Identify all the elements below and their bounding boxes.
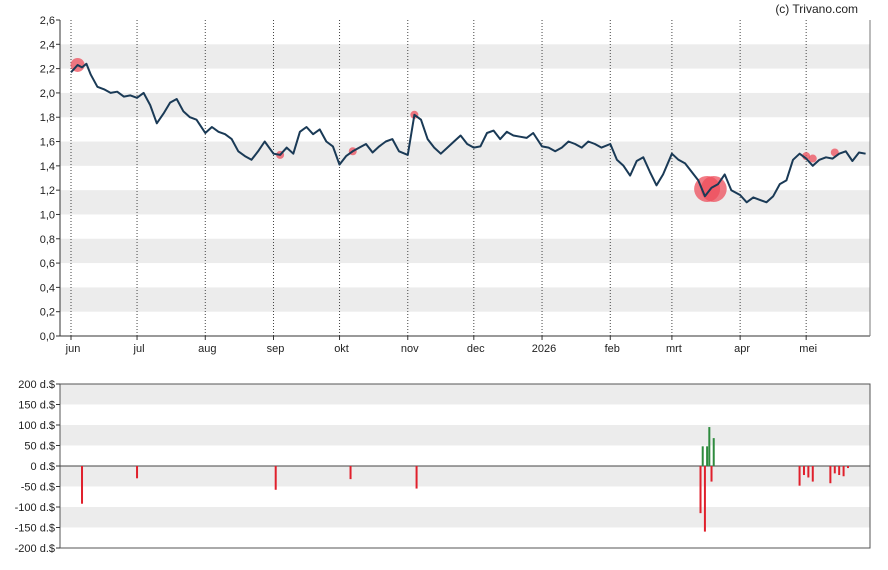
x-tick-label: feb bbox=[605, 343, 620, 355]
y-tick-label: 1,4 bbox=[40, 161, 55, 173]
flow-bar bbox=[833, 466, 836, 474]
y-tick-label: 2,2 bbox=[40, 64, 55, 76]
flow-y-tick-label: -200 d.$ bbox=[15, 543, 55, 555]
x-tick-label: okt bbox=[334, 343, 349, 355]
flow-bar bbox=[349, 466, 352, 480]
flow-bar bbox=[136, 466, 139, 479]
x-tick-label: jul bbox=[133, 343, 145, 355]
flow-grid-band bbox=[60, 466, 870, 487]
flow-bar bbox=[842, 466, 845, 477]
flow-bar bbox=[415, 466, 418, 489]
x-tick-label: mei bbox=[799, 343, 817, 355]
flow-y-tick-label: 150 d.$ bbox=[18, 400, 55, 412]
flow-bar bbox=[712, 438, 715, 466]
price-grid-band bbox=[60, 141, 870, 166]
x-tick-label: aug bbox=[198, 343, 216, 355]
x-tick-label: sep bbox=[267, 343, 285, 355]
flow-grid-band bbox=[60, 425, 870, 446]
price-grid-band bbox=[60, 44, 870, 69]
flow-bar bbox=[703, 466, 706, 532]
y-tick-label: 1,8 bbox=[40, 112, 55, 124]
x-tick-label: dec bbox=[467, 343, 485, 355]
flow-y-tick-label: 50 d.$ bbox=[24, 441, 55, 453]
y-tick-label: 2,4 bbox=[40, 39, 55, 51]
price-grid-band bbox=[60, 190, 870, 215]
flow-y-tick-label: 200 d.$ bbox=[18, 379, 55, 391]
y-tick-label: 1,6 bbox=[40, 137, 55, 149]
y-tick-label: 0,0 bbox=[40, 331, 55, 343]
flow-bar bbox=[798, 466, 801, 486]
x-tick-label: apr bbox=[734, 343, 750, 355]
flow-bar bbox=[708, 427, 711, 466]
flow-y-tick-label: -100 d.$ bbox=[15, 502, 55, 514]
flow-bar bbox=[81, 466, 84, 504]
price-grid-band bbox=[60, 238, 870, 264]
flow-bar bbox=[706, 446, 709, 466]
price-grid-band bbox=[60, 92, 870, 118]
flow-bar bbox=[699, 466, 702, 514]
y-tick-label: 0,2 bbox=[40, 307, 55, 319]
signal-marker bbox=[808, 154, 817, 163]
flow-bar bbox=[802, 466, 805, 476]
flow-bar bbox=[710, 466, 713, 482]
y-tick-label: 2,6 bbox=[40, 15, 55, 27]
flow-y-tick-label: -50 d.$ bbox=[21, 482, 55, 494]
flow-y-tick-label: -150 d.$ bbox=[15, 523, 55, 535]
flow-y-tick-label: 100 d.$ bbox=[18, 420, 55, 432]
flow-grid-band bbox=[60, 384, 870, 405]
flow-y-tick-label: 0 d.$ bbox=[31, 461, 55, 473]
x-tick-label: 2026 bbox=[532, 343, 556, 355]
y-tick-label: 0,6 bbox=[40, 258, 55, 270]
signal-marker bbox=[700, 175, 727, 202]
x-tick-label: mrt bbox=[666, 343, 682, 355]
flow-bar bbox=[807, 466, 810, 478]
flow-bar bbox=[829, 466, 832, 484]
flow-bar bbox=[701, 446, 704, 466]
x-tick-label: jun bbox=[65, 343, 81, 355]
y-tick-label: 0,4 bbox=[40, 282, 55, 294]
x-tick-label: nov bbox=[401, 343, 419, 355]
y-tick-label: 2,0 bbox=[40, 88, 55, 100]
flow-grid-band bbox=[60, 507, 870, 528]
copyright-text: (c) Trivano.com bbox=[775, 2, 858, 16]
y-tick-label: 0,8 bbox=[40, 234, 55, 246]
flow-bar bbox=[274, 466, 277, 490]
flow-bar bbox=[846, 466, 849, 469]
price-line bbox=[70, 62, 866, 204]
flow-bar bbox=[811, 466, 814, 482]
y-tick-label: 1,0 bbox=[40, 209, 55, 221]
price-grid-band bbox=[60, 287, 870, 312]
flow-bar bbox=[838, 466, 841, 476]
y-tick-label: 1,2 bbox=[40, 185, 55, 197]
